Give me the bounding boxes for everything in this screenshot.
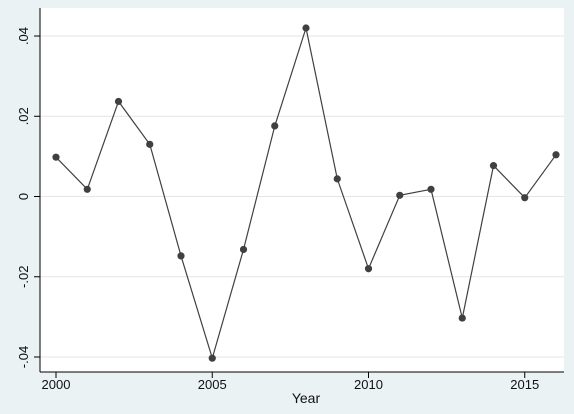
data-point (458, 314, 466, 322)
data-point (114, 97, 123, 106)
data-point (208, 354, 216, 362)
data-point (364, 265, 373, 273)
x-tick-label: 2000 (42, 377, 71, 392)
plot-background (40, 8, 564, 372)
data-point (239, 245, 248, 254)
data-point (489, 162, 498, 170)
x-tick-label: 2010 (354, 377, 383, 392)
data-point (302, 24, 310, 32)
data-point (52, 153, 60, 161)
gridlines (40, 35, 564, 358)
data-point (83, 185, 91, 193)
data-point (177, 252, 185, 260)
data-point (396, 191, 404, 199)
y-tick-label: -.04 (16, 346, 31, 368)
x-axis-title: Year (292, 390, 321, 406)
x-axis-ticks: 2000 2005 2010 2015 (42, 372, 539, 392)
data-point (427, 185, 435, 193)
data-point (333, 175, 341, 183)
series-points (52, 24, 560, 362)
x-tick-label: 2015 (510, 377, 539, 392)
y-tick-label: -.02 (16, 266, 31, 288)
y-axis-ticks: -.04 -.02 0 .02 .04 (16, 27, 40, 368)
data-point (552, 151, 560, 159)
y-tick-label: 0 (16, 193, 31, 200)
y-tick-label: .04 (16, 27, 31, 45)
x-tick-label: 2005 (198, 377, 227, 392)
data-point (521, 194, 529, 202)
data-point (146, 140, 154, 148)
y-tick-label: .02 (16, 107, 31, 125)
data-point (271, 122, 279, 130)
